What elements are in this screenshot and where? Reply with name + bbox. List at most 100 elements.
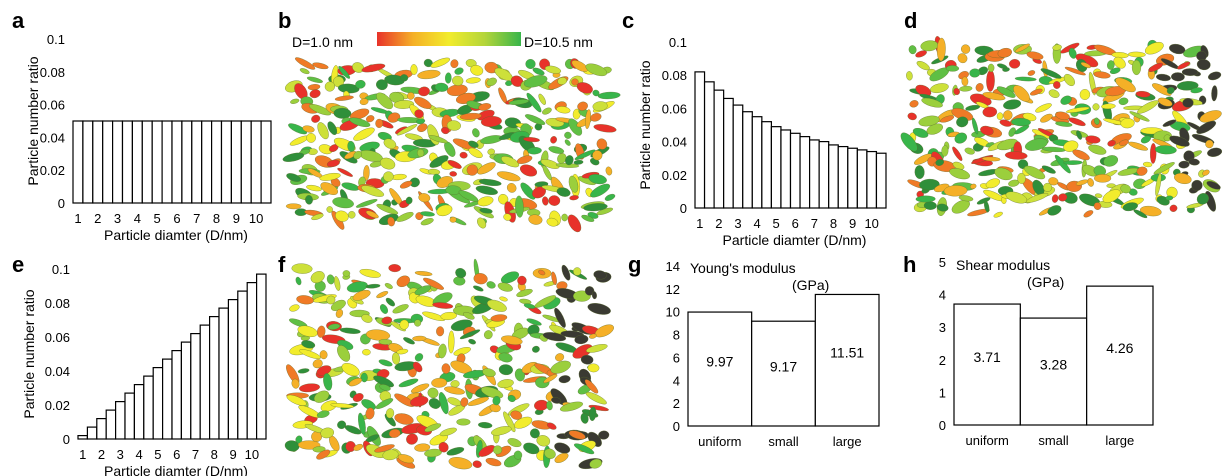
y-tick-label: 0.02 <box>40 163 65 178</box>
particle <box>1043 182 1053 192</box>
x-tick-label: 7 <box>192 447 199 462</box>
particle <box>945 65 960 72</box>
particle <box>341 363 360 377</box>
particle <box>919 178 940 191</box>
particle <box>1171 72 1185 82</box>
particle <box>1051 194 1059 203</box>
particle <box>943 185 968 197</box>
y-tick-label: 0.02 <box>45 398 70 413</box>
particle <box>478 179 502 186</box>
particle <box>376 291 389 299</box>
panel-letter-e: e <box>12 252 24 277</box>
particle <box>438 442 449 453</box>
y-tick-label: 0.08 <box>40 65 65 80</box>
particle <box>378 359 393 367</box>
bar-value-label: 3.28 <box>1040 356 1067 372</box>
particle <box>312 62 329 70</box>
x-tick-label: 1 <box>74 211 81 226</box>
particle <box>1011 118 1031 127</box>
particle <box>1085 135 1101 144</box>
particle <box>1093 71 1111 79</box>
particle <box>448 457 473 470</box>
particle <box>1119 139 1129 146</box>
particle <box>379 157 396 170</box>
histogram-bar <box>131 120 143 204</box>
particle <box>424 423 442 432</box>
particle <box>1003 99 1022 110</box>
particle <box>348 211 356 219</box>
particle <box>1188 158 1200 166</box>
particle <box>410 395 429 407</box>
particle <box>1092 103 1100 111</box>
y-tick-label: 5 <box>939 255 946 270</box>
particle <box>1083 210 1094 218</box>
particle <box>388 428 401 438</box>
particle <box>412 361 423 373</box>
particle <box>478 422 493 429</box>
particle <box>316 449 331 460</box>
particle <box>528 214 543 225</box>
particle <box>560 401 583 412</box>
y-tick-label: 0.08 <box>45 296 70 311</box>
particle <box>985 178 1001 189</box>
particle <box>365 329 391 341</box>
particle <box>467 396 489 406</box>
particle <box>1140 205 1162 217</box>
particle <box>320 427 334 439</box>
particle <box>456 418 471 426</box>
particle <box>523 442 540 455</box>
particle <box>1072 149 1090 161</box>
particle <box>543 374 558 384</box>
particle <box>1009 59 1021 69</box>
panel-letter-c: c <box>622 8 634 33</box>
y-tick-label: 0.02 <box>662 168 687 183</box>
y-tick-label: 0.1 <box>47 32 65 47</box>
particle <box>312 446 326 453</box>
particle <box>478 103 492 111</box>
modulus-bar <box>953 303 1021 426</box>
x-category-label: uniform <box>965 433 1008 448</box>
particle <box>1169 204 1178 212</box>
particle <box>405 196 413 205</box>
particle <box>399 319 409 330</box>
y-tick-label: 10 <box>666 305 680 320</box>
particle <box>349 108 370 120</box>
particle <box>540 159 560 169</box>
particle <box>400 74 409 82</box>
particle <box>1136 166 1148 176</box>
panel-letter-h: h <box>903 252 916 277</box>
x-tick-label: 7 <box>193 211 200 226</box>
particle <box>414 96 432 109</box>
particle <box>477 196 494 207</box>
x-tick-label: 3 <box>117 447 124 462</box>
histogram-bar <box>77 435 88 440</box>
particle <box>396 348 409 355</box>
particle <box>396 275 410 288</box>
histogram-bar <box>227 299 239 440</box>
particle <box>907 112 917 121</box>
particle <box>916 61 930 71</box>
particle <box>592 150 603 161</box>
particle <box>532 67 545 76</box>
chart-g-youngs-modulus: 0 2 4 6 8 10 12 14 9.97 uniform 9.17 small 11.51 larg… <box>666 259 880 449</box>
histogram-bar <box>171 120 183 204</box>
particle <box>526 318 542 326</box>
particle <box>1047 205 1062 216</box>
particle <box>583 203 608 212</box>
particle <box>1101 103 1116 110</box>
particle <box>290 98 300 104</box>
particle <box>967 208 990 217</box>
particle <box>1182 98 1194 108</box>
x-tick-label: 9 <box>849 216 856 231</box>
particle <box>1196 59 1211 71</box>
particle <box>525 114 546 125</box>
particle <box>376 79 388 91</box>
particle <box>956 116 969 128</box>
particle <box>1190 87 1203 94</box>
histogram-bar <box>723 97 734 209</box>
particle <box>1075 179 1089 186</box>
particle <box>574 443 595 455</box>
particle <box>414 443 431 452</box>
colorbar-max-label: D=10.5 nm <box>524 34 593 50</box>
particle <box>420 218 434 226</box>
